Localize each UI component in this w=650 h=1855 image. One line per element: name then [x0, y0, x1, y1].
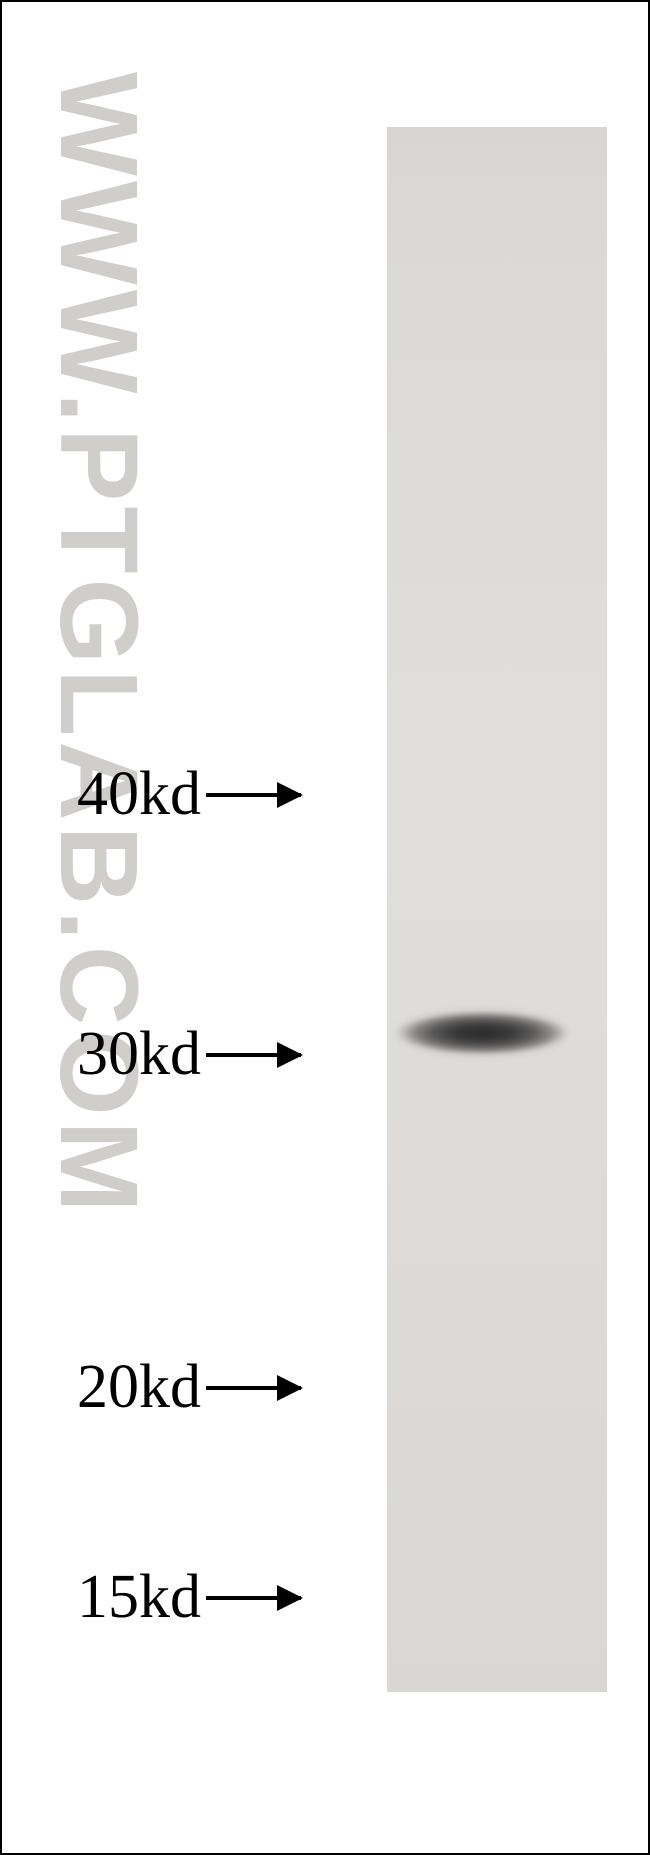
marker-20kd: 20kd: [77, 1352, 301, 1423]
marker-40kd: 40kd: [77, 759, 301, 830]
blot-figure: WWW.PTGLAB.COM 40kd 30kd 20kd 15kd: [0, 0, 650, 1855]
marker-label-text: 20kd: [77, 1352, 201, 1423]
protein-band-30kd: [395, 1007, 570, 1059]
arrow-icon: [206, 1053, 301, 1057]
marker-label-text: 15kd: [77, 1562, 201, 1633]
blot-lane: [387, 127, 607, 1692]
marker-30kd: 30kd: [77, 1019, 301, 1090]
arrow-icon: [206, 1596, 301, 1600]
arrow-icon: [206, 793, 301, 797]
marker-15kd: 15kd: [77, 1562, 301, 1633]
marker-label-text: 40kd: [77, 759, 201, 830]
marker-label-text: 30kd: [77, 1019, 201, 1090]
arrow-icon: [206, 1386, 301, 1390]
